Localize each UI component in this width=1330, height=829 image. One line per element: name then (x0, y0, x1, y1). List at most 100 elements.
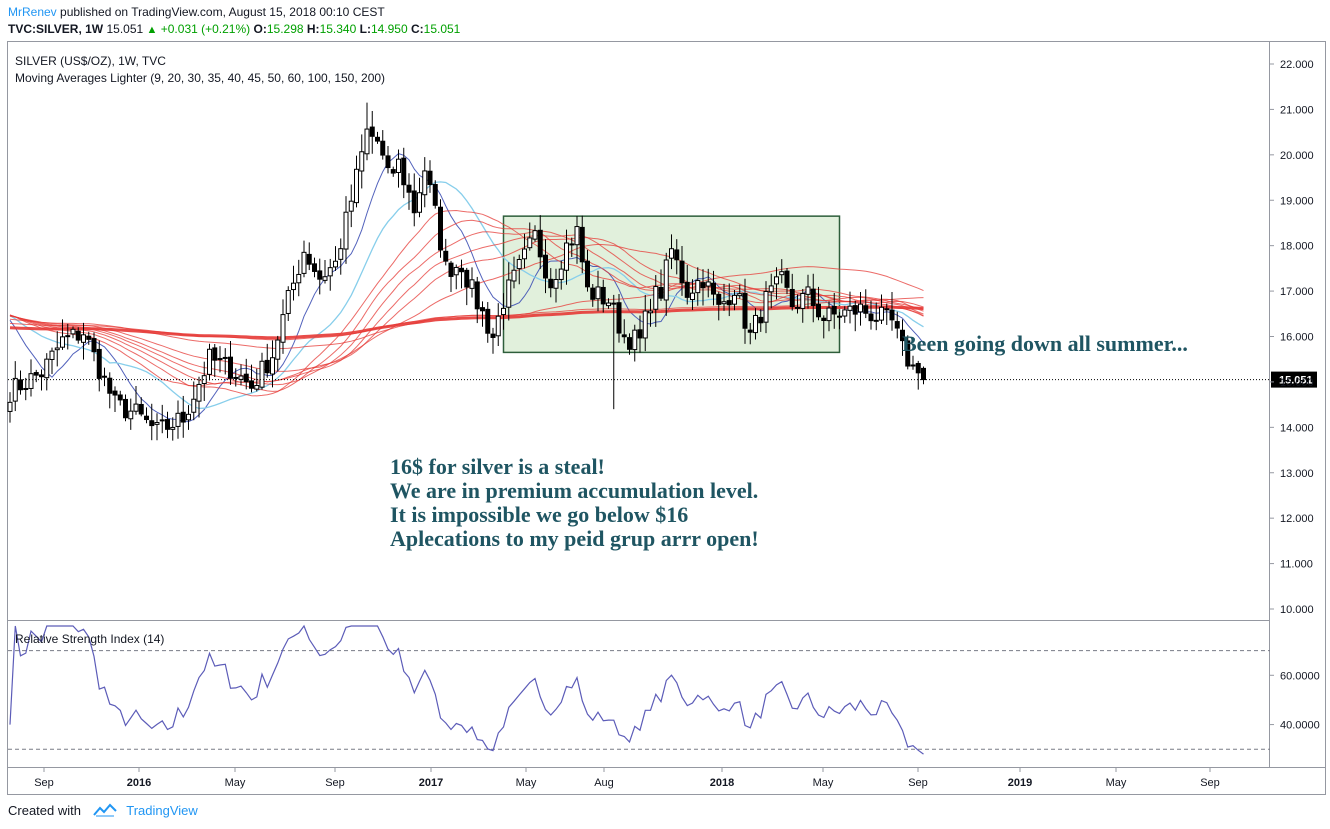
candle (285, 286, 291, 321)
candle (364, 102, 370, 161)
candle (789, 273, 795, 311)
candle (894, 311, 900, 339)
candle (889, 292, 895, 331)
candle (716, 291, 722, 321)
tradingview-link[interactable]: TradingView (126, 803, 198, 818)
candle (102, 367, 107, 387)
candle (737, 284, 743, 299)
candle (810, 273, 816, 323)
annotation-line-4[interactable]: Aplecations to my peid grup arrr open! (390, 526, 759, 551)
candle (459, 259, 464, 289)
last-price-label: 15.051 (1279, 375, 1313, 387)
candle (495, 303, 501, 346)
y-tick-label: 21.000 (1280, 104, 1314, 116)
candle (543, 239, 548, 294)
candle (826, 301, 832, 332)
candle (779, 259, 785, 284)
candle (348, 184, 354, 228)
candle (359, 134, 365, 189)
up-arrow-icon: ▲ (146, 24, 158, 36)
time-axis[interactable] (7, 768, 1326, 795)
candle (847, 291, 853, 324)
ohlc-bar: TVC:SILVER, 1W 15.051 ▲ +0.031 (+0.21%) … (8, 22, 460, 36)
candle (642, 294, 648, 352)
tradingview-logo-icon (92, 803, 117, 820)
annotation-line-2[interactable]: We are in premium accumulation level. (390, 478, 758, 503)
candle (170, 417, 176, 441)
candle (65, 323, 71, 350)
candle (816, 286, 821, 321)
x-tick-label: Sep (1200, 777, 1220, 789)
footer: Created with TradingView (8, 803, 198, 820)
candle (621, 319, 627, 344)
candle (60, 319, 65, 350)
candle (196, 376, 202, 418)
candle (711, 270, 716, 306)
annotation-line-3[interactable]: It is impossible we go below $16 (390, 502, 688, 527)
symbol-label: TVC:SILVER, 1W (8, 22, 104, 36)
candle (910, 355, 916, 370)
candle (490, 327, 496, 354)
candle (338, 238, 344, 275)
rsi-panel[interactable] (7, 620, 1270, 768)
candle (301, 240, 307, 278)
candle (233, 368, 239, 387)
candle (905, 335, 911, 370)
price-axis[interactable] (1270, 41, 1326, 768)
x-tick-label: 2018 (710, 777, 734, 789)
candle (18, 370, 23, 395)
candle (873, 302, 879, 331)
rsi-line (9, 624, 924, 755)
candle (464, 267, 470, 306)
x-tick-label: Sep (908, 777, 928, 789)
publish-info: MrRenev published on TradingView.com, Au… (8, 5, 385, 19)
low-value: 14.950 (370, 22, 408, 36)
price-change: +0.031 (+0.21%) (160, 22, 251, 36)
candle (637, 315, 643, 353)
candle (732, 289, 737, 311)
annotation-going-down[interactable]: Been going down all summer... (902, 331, 1188, 356)
candle (768, 273, 774, 309)
candle (579, 215, 585, 274)
candle (7, 392, 13, 423)
candle (317, 258, 323, 295)
x-tick-label: Aug (594, 777, 614, 789)
candle (921, 366, 926, 385)
x-tick-label: Sep (325, 777, 345, 789)
candle (574, 216, 580, 264)
candle (144, 407, 149, 424)
last-price: 15.051 (106, 22, 144, 36)
y-tick-label: 13.000 (1280, 468, 1314, 480)
candle (91, 332, 97, 362)
x-tick-label: May (813, 777, 834, 789)
rsi-title: Relative Strength Index (14) (15, 632, 164, 646)
y-tick-label: 18.000 (1280, 241, 1314, 253)
candle (406, 173, 412, 210)
candle (516, 254, 522, 285)
candle (128, 398, 134, 430)
high-label: H: (306, 22, 320, 36)
candle (569, 237, 575, 257)
rsi-tick-label: 60.0000 (1280, 670, 1320, 682)
candle (385, 145, 391, 174)
candle (380, 130, 386, 160)
candle (343, 196, 349, 264)
candle (858, 292, 863, 326)
created-with-text: Created with (8, 803, 81, 818)
candle (23, 377, 29, 401)
candle (506, 262, 512, 321)
candle (54, 331, 60, 367)
candle (249, 364, 254, 393)
candle (674, 239, 680, 275)
candle (354, 155, 359, 208)
candle (12, 361, 18, 412)
y-tick-label: 10.000 (1280, 604, 1314, 616)
candle (453, 264, 459, 290)
candle (175, 400, 181, 439)
candle (438, 199, 443, 258)
x-tick-label: May (225, 777, 246, 789)
annotation-line-1[interactable]: 16$ for silver is a steal! (390, 454, 605, 479)
author-link[interactable]: MrRenev (8, 5, 57, 19)
candle (448, 260, 454, 293)
y-tick-label: 16.000 (1280, 332, 1314, 344)
